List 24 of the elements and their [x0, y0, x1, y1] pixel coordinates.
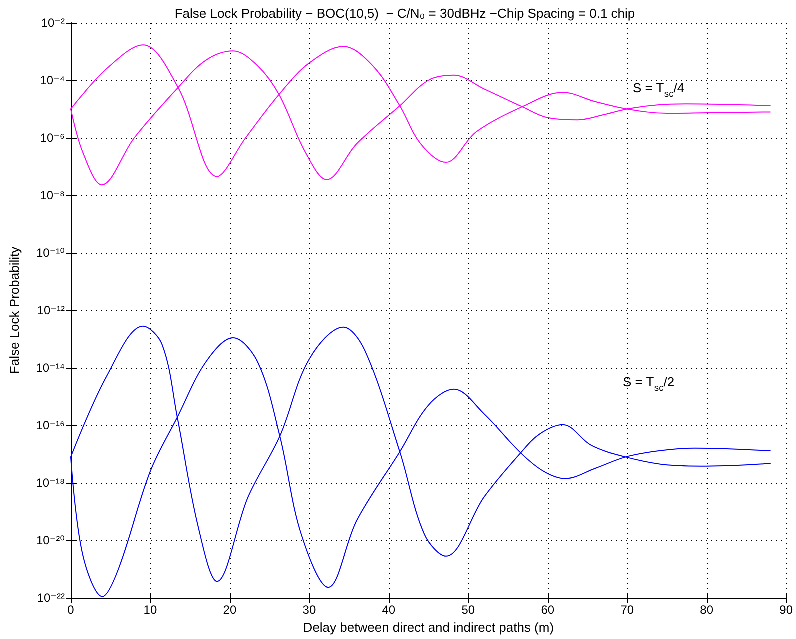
- y-tick-label: 10⁻¹²: [37, 304, 65, 318]
- x-tick-label: 0: [68, 603, 75, 617]
- y-tick-label: 10⁻¹⁴: [36, 361, 65, 375]
- y-tick-label: 10⁻¹⁶: [36, 418, 66, 432]
- x-tick-label: 90: [780, 603, 794, 617]
- x-axis-title: Delay between direct and indirect paths (m): [303, 620, 554, 635]
- y-tick-label: 10⁻¹⁸: [36, 476, 65, 490]
- y-axis-title: False Lock Probability: [7, 246, 22, 374]
- x-tick-label: 40: [382, 603, 396, 617]
- x-tick-label: 60: [541, 603, 555, 617]
- chart-title: False Lock Probability − BOC(10,5) − C/N₀ = 30dBHz −Chip Spacing = 0.1 chip: [174, 6, 636, 21]
- y-tick-label: 10⁻⁶: [40, 131, 66, 145]
- x-tick-label: 10: [144, 603, 158, 617]
- x-tick-label: 80: [700, 603, 714, 617]
- y-tick-label: 10⁻⁸: [40, 188, 65, 202]
- y-tick-label: 10⁻⁴: [40, 74, 65, 88]
- x-tick-label: 50: [462, 603, 476, 617]
- y-tick-label: 10⁻²⁰: [36, 534, 66, 548]
- y-tick-label: 10⁻¹⁰: [36, 246, 66, 260]
- x-tick-label: 70: [620, 603, 634, 617]
- y-tick-label: 10⁻²: [41, 16, 65, 30]
- y-tick-label: 10⁻²²: [37, 591, 65, 605]
- x-tick-label: 30: [302, 603, 316, 617]
- x-tick-label: 20: [223, 603, 237, 617]
